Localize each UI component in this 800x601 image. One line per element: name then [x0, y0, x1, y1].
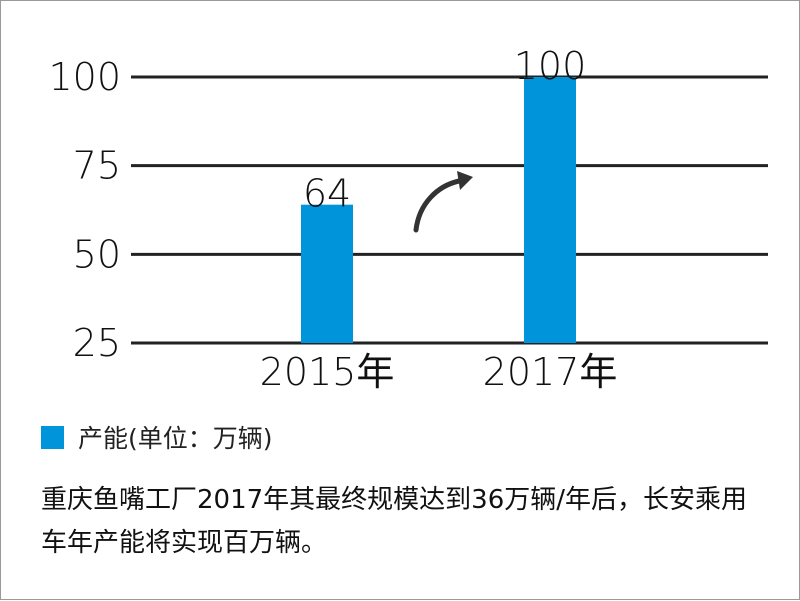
y-tick-label: 25 — [73, 321, 121, 365]
bars — [301, 77, 576, 343]
y-tick-label: 75 — [73, 144, 121, 188]
data-labels: 64 100 — [303, 44, 586, 216]
bar-1 — [301, 204, 353, 343]
arrow-head-icon — [457, 171, 473, 190]
legend-swatch — [41, 425, 64, 449]
bar-2 — [524, 77, 576, 343]
curved-arrow-icon — [413, 178, 462, 233]
category-label: 2017年 — [483, 350, 618, 394]
y-axis-ticks: 25 50 75 100 — [48, 55, 121, 365]
y-tick-label: 50 — [73, 232, 121, 276]
caption-text: 重庆鱼嘴工厂2017年其最终规模达到36万辆/年后，长安乘用车年产能将实现百万辆… — [41, 485, 748, 558]
legend-label: 产能(单位：万辆) — [78, 424, 273, 453]
gridlines — [131, 75, 768, 345]
data-label: 64 — [303, 172, 351, 216]
y-tick-label: 100 — [48, 55, 121, 99]
data-label: 100 — [514, 44, 587, 88]
x-axis-categories: 2015年 2017年 — [260, 350, 618, 394]
category-label: 2015年 — [260, 350, 395, 394]
annotation-layer — [413, 171, 473, 233]
legend: 产能(单位：万辆) — [41, 419, 273, 455]
